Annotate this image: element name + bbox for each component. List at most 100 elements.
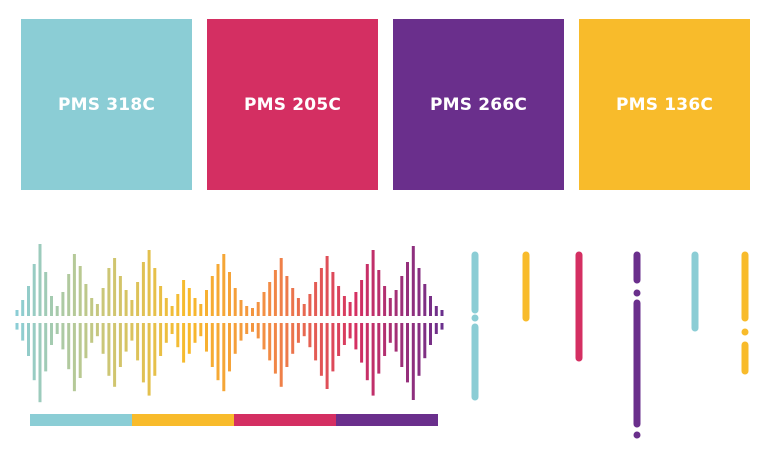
wave-bar [21, 300, 25, 316]
wave-bar [136, 323, 140, 361]
wave-bar [205, 290, 208, 316]
wave-bar [159, 286, 163, 316]
wave-bar [279, 323, 283, 387]
wave-bar [124, 290, 128, 316]
wave-bar [296, 298, 300, 316]
wave-bar [308, 294, 312, 316]
wave-bar [406, 323, 409, 383]
wave-bar [32, 264, 36, 316]
wave-bar [182, 323, 186, 363]
wave-bar [256, 323, 260, 339]
wave-bar [118, 323, 122, 367]
wave-bar [27, 323, 30, 356]
wave-bar [371, 323, 375, 396]
wave-bar [314, 323, 318, 361]
wave-bar [348, 323, 352, 339]
wave-bar [411, 323, 415, 400]
wave-bar [147, 250, 151, 316]
wave-bar [348, 302, 352, 316]
wave-bar [417, 323, 421, 376]
wave-bar [187, 288, 191, 316]
wave-bar [159, 323, 163, 356]
wave-bar [429, 296, 432, 316]
wave-bar [291, 323, 295, 354]
wave-bar [325, 323, 329, 389]
wave-bar [84, 323, 88, 359]
wave-bar [331, 323, 335, 372]
wave-bar [440, 323, 444, 330]
swatch-label: PMS 266C [429, 94, 528, 115]
wave-bar [411, 246, 415, 316]
wave-bar [233, 288, 237, 316]
wave-bar [55, 306, 59, 316]
wave-bar [291, 288, 295, 316]
wave-bar [377, 270, 381, 316]
wave-bar [21, 323, 25, 341]
wave-bar [228, 323, 231, 372]
wave-bar [67, 274, 71, 316]
swatch-label: PMS 136C [615, 94, 714, 115]
wave-bar [400, 276, 404, 316]
wave-bar [251, 308, 254, 316]
pill-dot [633, 289, 641, 297]
waveform-graphic [15, 244, 749, 439]
wave-bar [118, 276, 122, 316]
wave-bar [354, 323, 358, 350]
wave-bar [141, 262, 145, 316]
stripe-segment [234, 414, 336, 426]
wave-bar [193, 298, 197, 316]
wave-bar [273, 270, 277, 316]
wave-bar [383, 286, 387, 316]
wave-bar [262, 323, 266, 350]
swatch-label: PMS 318C [57, 94, 156, 115]
wave-bar [423, 284, 427, 316]
wave-bar [331, 272, 335, 316]
wave-bar [302, 323, 306, 337]
swatch-pms-205c: PMS 205C [207, 19, 378, 190]
wave-bar [153, 268, 157, 316]
wave-bar [78, 266, 82, 316]
wave-bar [429, 323, 432, 345]
wave-bar [90, 323, 94, 343]
wave-bar [423, 323, 427, 359]
wave-bar [176, 294, 180, 316]
wave-bar [245, 323, 249, 334]
wave-bar [170, 306, 174, 316]
swatch-pms-318c: PMS 318C [21, 19, 192, 190]
wave-bar [32, 323, 36, 381]
wave-bar [141, 323, 145, 383]
wave-bar [124, 323, 128, 352]
wave-bar [285, 276, 289, 316]
wave-bar [216, 264, 220, 316]
wave-bar [130, 323, 134, 341]
waveform-bars [15, 244, 444, 403]
wave-bar [319, 268, 323, 316]
wave-bar [164, 323, 168, 343]
wave-bar [308, 323, 312, 348]
wave-bar [15, 310, 19, 316]
wave-bar [61, 292, 65, 316]
wave-bar [342, 296, 346, 316]
wave-bar [337, 286, 341, 316]
wave-bar [314, 282, 318, 316]
wave-bar [222, 323, 226, 392]
wave-bar [228, 272, 231, 316]
pill-dot [471, 314, 479, 322]
wave-bar [38, 244, 42, 316]
wave-bar [113, 323, 117, 387]
wave-bar [176, 323, 180, 348]
wave-bar [383, 323, 387, 356]
wave-bar [90, 298, 94, 316]
swatch-pms-136c: PMS 136C [579, 19, 750, 190]
wave-bar [394, 290, 398, 316]
wave-bar [342, 323, 346, 345]
wave-bar [400, 323, 404, 367]
swatch-label: PMS 205C [243, 94, 342, 115]
wave-bar [210, 323, 214, 367]
wave-bar [216, 323, 220, 381]
wave-bar [256, 302, 260, 316]
stripe-segment [132, 414, 234, 426]
wave-bar [27, 286, 30, 316]
stripe-segment [30, 414, 132, 426]
wave-bar [78, 323, 82, 378]
